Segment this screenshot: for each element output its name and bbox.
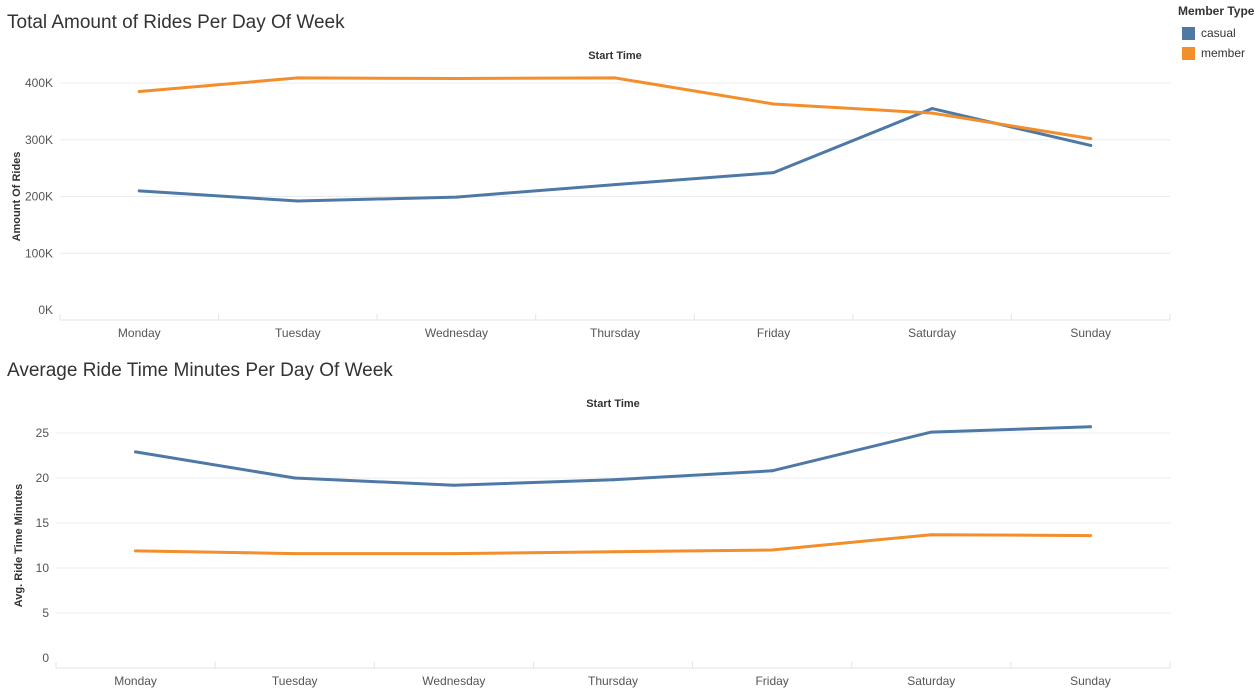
avg-ride-time-line-chart: Start Time 0 5 10 15 20 25 Avg. Ride Time Minut…	[13, 398, 1171, 688]
x-tick-label-tuesday: Tuesday	[272, 674, 318, 688]
point-casual-wednesday[interactable]	[452, 483, 456, 487]
point-casual-wednesday[interactable]	[454, 195, 458, 199]
y-tick-label-1: 100K	[25, 246, 53, 260]
legend-label-casual: casual	[1201, 26, 1236, 40]
point-member-monday[interactable]	[137, 90, 141, 94]
series-line-casual[interactable]	[137, 107, 1093, 203]
x-tick-label-sunday: Sunday	[1070, 674, 1111, 688]
series-line-member[interactable]	[137, 76, 1093, 141]
point-casual-tuesday[interactable]	[296, 199, 300, 203]
point-casual-monday[interactable]	[134, 450, 138, 454]
total-rides-line-chart: Start Time 0K 100K 200K 300K 400K Amount Of Ri…	[11, 50, 1171, 340]
point-casual-saturday[interactable]	[929, 430, 933, 434]
x-tick-label-monday: Monday	[114, 674, 157, 688]
x-tick-label-saturday: Saturday	[908, 326, 956, 340]
member-type-legend: Member Type casual member	[1178, 4, 1254, 63]
point-casual-thursday[interactable]	[613, 183, 617, 187]
x-tick-label-sunday: Sunday	[1070, 326, 1111, 340]
x-tick-label-friday: Friday	[757, 326, 790, 340]
point-casual-thursday[interactable]	[611, 478, 615, 482]
x-tick-label-tuesday: Tuesday	[275, 326, 321, 340]
point-member-thursday[interactable]	[613, 76, 617, 80]
point-casual-friday[interactable]	[770, 469, 774, 473]
y-axis-title: Avg. Ride Time Minutes	[13, 484, 25, 607]
y-tick-label-0: 0K	[38, 303, 53, 317]
y-tick-label-3: 15	[36, 516, 50, 530]
x-header-start-time: Start Time	[586, 398, 640, 410]
y-axis-title: Amount Of Rides	[11, 152, 23, 242]
x-tick-label-saturday: Saturday	[907, 674, 955, 688]
point-member-sunday[interactable]	[1088, 534, 1092, 538]
point-member-saturday[interactable]	[930, 111, 934, 115]
point-casual-friday[interactable]	[772, 171, 776, 175]
point-casual-sunday[interactable]	[1088, 425, 1092, 429]
point-casual-saturday[interactable]	[930, 107, 934, 111]
point-member-wednesday[interactable]	[452, 552, 456, 556]
y-tick-label-5: 25	[36, 426, 50, 440]
point-member-tuesday[interactable]	[293, 552, 297, 556]
point-member-friday[interactable]	[772, 102, 776, 106]
point-member-sunday[interactable]	[1089, 137, 1093, 141]
y-tick-label-2: 10	[36, 561, 50, 575]
point-member-thursday[interactable]	[611, 550, 615, 554]
y-tick-label-1: 5	[42, 606, 49, 620]
series-line-casual[interactable]	[134, 425, 1092, 487]
y-tick-label-2: 200K	[25, 190, 53, 204]
chart-title-avg-ride-time: Average Ride Time Minutes Per Day Of Wee…	[7, 360, 393, 381]
point-member-friday[interactable]	[770, 548, 774, 552]
point-casual-sunday[interactable]	[1089, 143, 1093, 147]
y-tick-label-3: 300K	[25, 133, 53, 147]
legend-swatch-member	[1182, 46, 1195, 60]
legend-item-casual[interactable]: casual	[1182, 23, 1254, 43]
y-tick-label-0: 0	[42, 651, 49, 665]
chart-title-total-rides: Total Amount of Rides Per Day Of Week	[7, 12, 345, 33]
legend-label-member: member	[1201, 46, 1246, 60]
x-tick-label-monday: Monday	[118, 326, 161, 340]
y-tick-label-4: 20	[36, 471, 50, 485]
x-tick-label-friday: Friday	[755, 674, 788, 688]
legend-swatch-casual	[1182, 26, 1195, 40]
x-tick-label-wednesday: Wednesday	[422, 674, 485, 688]
x-header-start-time: Start Time	[588, 50, 642, 62]
x-tick-label-wednesday: Wednesday	[425, 326, 488, 340]
point-member-saturday[interactable]	[929, 533, 933, 537]
point-member-monday[interactable]	[134, 549, 138, 553]
legend-title: Member Type	[1178, 4, 1255, 18]
x-tick-label-thursday: Thursday	[590, 326, 640, 340]
point-casual-monday[interactable]	[137, 189, 141, 193]
y-tick-label-4: 400K	[25, 76, 53, 90]
point-member-tuesday[interactable]	[296, 76, 300, 80]
point-member-wednesday[interactable]	[454, 76, 458, 80]
x-tick-label-thursday: Thursday	[588, 674, 638, 688]
legend-item-member[interactable]: member	[1182, 43, 1254, 63]
point-casual-tuesday[interactable]	[293, 476, 297, 480]
